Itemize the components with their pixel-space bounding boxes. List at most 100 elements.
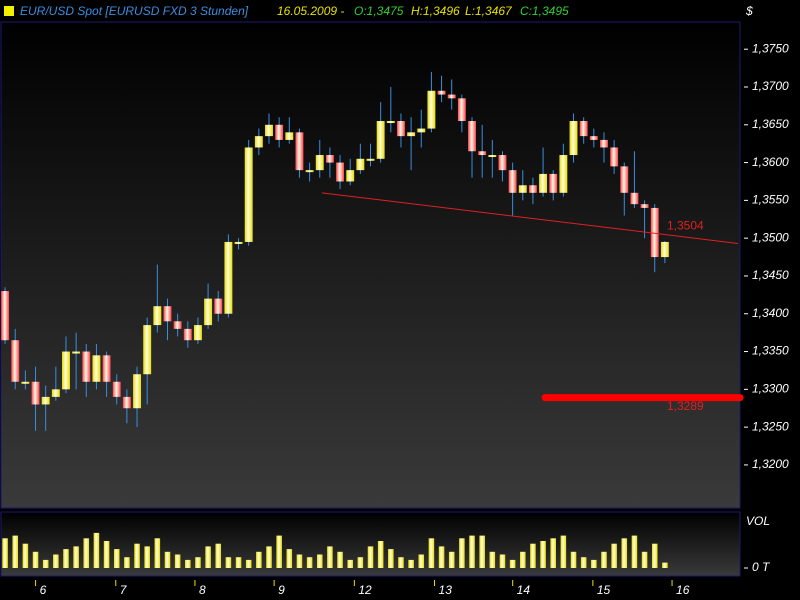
chart-title: EUR/USD Spot [EURUSD FXD 3 Stunden] bbox=[20, 4, 249, 18]
volume-bar bbox=[185, 559, 191, 568]
candle-body bbox=[173, 321, 182, 329]
volume-bar bbox=[357, 557, 364, 568]
candle-body bbox=[102, 355, 111, 382]
candle-body bbox=[82, 351, 91, 382]
volume-bar bbox=[327, 546, 333, 568]
volume-bar bbox=[266, 546, 272, 568]
volume-bar bbox=[631, 535, 638, 568]
candle-body bbox=[427, 90, 436, 129]
volume-bar bbox=[144, 546, 150, 568]
volume-bar bbox=[276, 535, 282, 568]
candle-body bbox=[234, 241, 243, 244]
y-tick-label: 1,3650 bbox=[752, 117, 789, 131]
volume-bar bbox=[418, 554, 425, 568]
candle-body bbox=[660, 241, 669, 258]
candle-body bbox=[254, 136, 263, 148]
volume-bar bbox=[519, 551, 526, 568]
candle-body bbox=[315, 155, 324, 171]
candle-body bbox=[386, 121, 395, 124]
volume-bar bbox=[580, 557, 587, 568]
candle-body bbox=[92, 355, 101, 382]
volume-bar bbox=[256, 551, 262, 568]
volume-bar bbox=[662, 562, 668, 568]
candle-body bbox=[62, 351, 70, 390]
volume-bar bbox=[641, 551, 648, 568]
volume-bar bbox=[438, 546, 445, 568]
candle-body bbox=[630, 192, 639, 205]
currency: $ bbox=[745, 4, 753, 18]
volume-bar bbox=[469, 535, 475, 568]
candle-body bbox=[244, 147, 253, 242]
candle-body bbox=[579, 121, 588, 137]
x-tick-label: 9 bbox=[278, 583, 285, 597]
candle-body bbox=[518, 185, 527, 193]
candle-body bbox=[204, 298, 213, 326]
x-tick-label: 16 bbox=[676, 583, 690, 597]
volume-bar bbox=[591, 559, 597, 568]
y-tick-label: 1,3350 bbox=[752, 344, 789, 358]
candle-body bbox=[112, 381, 121, 397]
y-tick-label: 1,3700 bbox=[752, 79, 789, 93]
volume-bar bbox=[124, 557, 130, 568]
volume-bar bbox=[286, 549, 293, 568]
volume-bar bbox=[651, 543, 658, 568]
volume-bar bbox=[225, 557, 232, 568]
volume-bar bbox=[235, 557, 242, 568]
volume-bar bbox=[560, 535, 567, 568]
candle-body bbox=[569, 121, 578, 156]
candle-body bbox=[1, 291, 10, 341]
volume-bar bbox=[12, 535, 18, 568]
candle-body bbox=[457, 98, 466, 122]
y-tick-label: 1,3600 bbox=[752, 155, 789, 169]
volume-bar bbox=[316, 554, 323, 568]
volume-bar bbox=[611, 543, 617, 568]
volume-bar bbox=[63, 549, 69, 568]
volume-bar bbox=[570, 551, 577, 568]
volume-bar bbox=[73, 546, 79, 568]
candle-body bbox=[183, 328, 192, 341]
volume-label: VOL bbox=[746, 514, 770, 528]
volume-bar bbox=[53, 554, 59, 568]
x-tick-label: 12 bbox=[358, 583, 372, 597]
volume-bar bbox=[22, 543, 29, 568]
candle-body bbox=[356, 158, 365, 171]
candle-body bbox=[11, 340, 20, 382]
volume-bar bbox=[489, 551, 496, 568]
candle-body bbox=[417, 128, 426, 133]
x-tick-label: 14 bbox=[517, 583, 531, 597]
volume-bar bbox=[83, 538, 90, 568]
candle-body bbox=[559, 155, 568, 193]
low-text: L:1,3467 bbox=[465, 4, 513, 18]
x-tick-label: 13 bbox=[439, 583, 453, 597]
high-text: H:1,3496 bbox=[411, 4, 460, 18]
x-tick-label: 6 bbox=[40, 583, 47, 597]
volume-bar bbox=[245, 559, 252, 568]
candle-body bbox=[397, 121, 405, 137]
volume-bar bbox=[479, 535, 485, 568]
y-tick-label: 1,3450 bbox=[752, 268, 789, 282]
candle-body bbox=[51, 389, 60, 397]
trendline-label: 1,3504 bbox=[667, 218, 704, 232]
volume-bar bbox=[509, 559, 516, 568]
candle-body bbox=[224, 241, 233, 314]
candle-body bbox=[325, 155, 334, 163]
y-tick-label: 1,3300 bbox=[752, 382, 789, 396]
candle-body bbox=[508, 170, 517, 193]
candle-body bbox=[305, 170, 314, 173]
candle-body bbox=[366, 158, 375, 161]
x-tick-label: 15 bbox=[597, 583, 611, 597]
candle-body bbox=[468, 121, 476, 152]
volume-bar bbox=[113, 549, 120, 568]
volume-bar bbox=[337, 551, 343, 568]
candle-body bbox=[407, 132, 416, 137]
volume-bar bbox=[347, 559, 353, 568]
x-tick-label: 7 bbox=[120, 583, 128, 597]
volume-bar bbox=[550, 538, 556, 568]
volume-bar bbox=[398, 557, 404, 568]
candle-body bbox=[610, 147, 619, 167]
volume-bar bbox=[164, 551, 171, 568]
candle-body bbox=[31, 381, 40, 405]
candle-body bbox=[41, 396, 50, 405]
candle-body bbox=[163, 306, 172, 322]
volume-bar bbox=[32, 551, 39, 568]
